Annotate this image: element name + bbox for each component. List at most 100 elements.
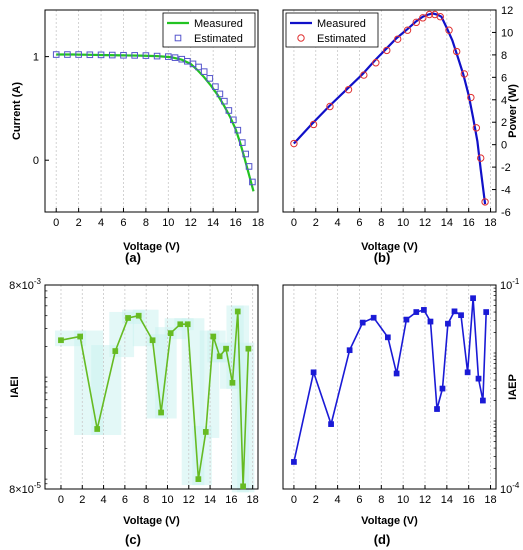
x-axis-label: Voltage (V) — [123, 515, 180, 527]
x-tick-label: 14 — [207, 217, 219, 229]
x-tick-label: 4 — [101, 494, 107, 506]
data-point — [216, 90, 224, 98]
data-point — [75, 51, 82, 58]
y-tick-label: 10 — [501, 27, 513, 39]
x-tick-label: 12 — [183, 494, 195, 506]
data-point — [475, 375, 482, 382]
x-tick-label: 8 — [378, 217, 384, 229]
data-point — [230, 116, 237, 124]
panel-c-band — [54, 305, 255, 493]
y-tick-label: 4 — [501, 95, 507, 107]
data-point — [421, 307, 427, 313]
x-axis-label: Voltage (V) — [361, 241, 418, 253]
data-point — [439, 385, 446, 392]
data-point — [216, 353, 223, 360]
data-point — [86, 51, 94, 59]
panel-d: 0 2 4 6 8 10 12 14 16 18 10-1 10-4 Voltage (V) IAEP (d… — [282, 277, 520, 547]
y-axis-label: Power (W) — [507, 84, 519, 138]
data-point — [245, 345, 252, 352]
y-tick-label: 0 — [33, 155, 39, 167]
data-point — [165, 53, 172, 60]
x-tick-label: 12 — [185, 217, 197, 229]
data-point — [200, 68, 208, 75]
data-point — [309, 120, 318, 129]
x-tick-label: 16 — [225, 494, 237, 506]
data-point — [403, 26, 412, 34]
data-point — [413, 309, 420, 315]
x-tick-label: 10 — [162, 217, 174, 229]
data-point — [153, 52, 161, 60]
data-point — [149, 337, 156, 344]
series-line — [56, 53, 255, 192]
y-tick-label: -4 — [501, 185, 511, 197]
x-tick-label: 6 — [356, 494, 362, 506]
legend-label: Estimated — [194, 33, 243, 45]
series-line — [60, 311, 250, 487]
data-point — [234, 308, 241, 315]
data-point — [242, 150, 249, 158]
legend-label: Measured — [317, 18, 366, 30]
data-point — [467, 93, 475, 102]
legend-b: Measured Estimated — [285, 12, 379, 48]
y-tick-label: 8×10-3 — [9, 277, 41, 292]
x-tick-label: 6 — [120, 217, 126, 229]
data-point — [249, 178, 256, 186]
y-axis-label: IAEP — [507, 374, 519, 400]
x-tick-label: 8 — [378, 494, 384, 506]
series-line — [293, 298, 487, 463]
data-point — [177, 321, 184, 328]
data-point — [58, 337, 64, 344]
x-axis-label: Voltage (V) — [123, 241, 180, 253]
data-point — [167, 330, 174, 336]
panel-c: 0 2 4 6 8 10 12 14 16 18 8×10-3 8×10-5 Voltage (V) IA… — [9, 277, 259, 547]
panel-label: (d) — [374, 532, 391, 547]
x-tick-label: 10 — [397, 494, 409, 506]
data-point — [403, 316, 410, 323]
y-axis-label: Current (A) — [11, 82, 23, 140]
data-point — [131, 52, 138, 59]
x-tick-label: 18 — [252, 217, 264, 229]
data-point — [221, 97, 228, 105]
data-point — [195, 63, 202, 71]
panel-a: 0 2 4 6 8 10 12 14 16 18 0 1 Voltage (V) Current (A) (… — [11, 9, 264, 265]
series-a-0 — [56, 53, 255, 192]
y-tick-label: 8 — [501, 50, 507, 62]
data-point — [326, 102, 334, 111]
data-point — [234, 126, 242, 134]
data-point — [452, 47, 461, 56]
x-tick-label: 4 — [335, 217, 341, 229]
data-point — [195, 476, 202, 482]
data-point — [372, 59, 380, 67]
data-point — [470, 295, 476, 302]
data-point — [344, 85, 353, 94]
legend-label: Measured — [194, 18, 243, 30]
x-tick-label: 18 — [484, 494, 496, 506]
plot-frame-b — [282, 9, 497, 213]
y-tick-label: 10-4 — [500, 481, 520, 496]
x-tick-label: 12 — [419, 494, 431, 506]
data-point — [477, 154, 485, 162]
data-point — [77, 333, 83, 340]
data-point — [52, 51, 60, 58]
data-point — [158, 409, 164, 416]
data-point — [481, 198, 489, 206]
x-tick-label: 10 — [397, 217, 409, 229]
x-tick-label: 8 — [143, 494, 149, 506]
data-point — [135, 312, 142, 319]
x-tick-label: 2 — [313, 217, 319, 229]
data-point — [483, 309, 490, 315]
series-a-1 — [52, 51, 256, 186]
data-point — [64, 51, 71, 58]
panel-label: (c) — [125, 532, 141, 547]
data-point — [419, 14, 427, 22]
data-point — [464, 369, 471, 376]
data-point — [291, 459, 297, 465]
y-tick-label: 8×10-5 — [9, 481, 41, 496]
y-axis-label: IAEI — [9, 376, 21, 397]
data-point — [120, 51, 127, 59]
data-point — [108, 51, 116, 59]
data-point — [425, 10, 434, 19]
plot-frame-d — [282, 284, 497, 490]
x-tick-label: 4 — [335, 494, 341, 506]
